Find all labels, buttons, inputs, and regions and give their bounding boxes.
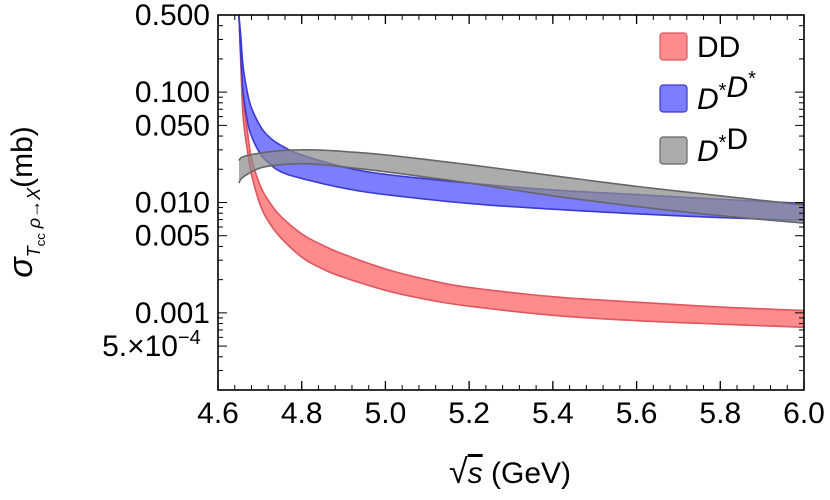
- y-tick-label: 5.×10: [102, 330, 178, 363]
- band-dd-lower-line: [238, 15, 804, 329]
- x-tick-label: 5.4: [532, 397, 574, 430]
- x-axis-label: √s (GeV): [449, 453, 571, 491]
- axis-labels: √s (GeV) σTcc ρ→X(mb): [2, 126, 571, 491]
- x-tick-label: 5.0: [365, 397, 407, 430]
- y-tick-exponent: −4: [178, 327, 201, 349]
- bands-layer: [238, 15, 804, 329]
- x-tick-label: 5.2: [448, 397, 490, 430]
- y-tick-label: 0.500: [135, 0, 210, 32]
- y-tick-label: 0.050: [135, 109, 210, 142]
- y-tick-label: 0.005: [135, 220, 210, 253]
- y-tick-label: 0.100: [135, 76, 210, 109]
- band-dstardstar-lower-line: [238, 15, 804, 222]
- legend-swatch-dstard: [659, 136, 688, 165]
- x-tick-label: 5.8: [699, 397, 741, 430]
- y-axis-label: σTcc ρ→X(mb): [2, 126, 48, 278]
- band-dstard-upper-line: [238, 149, 804, 206]
- legend: DD D*D* D*D: [659, 31, 756, 168]
- x-tick-label: 6.0: [783, 397, 825, 430]
- legend-swatch-dstardstar: [659, 84, 688, 113]
- y-tick-label: 0.001: [135, 297, 210, 330]
- band-dd-upper-line: [238, 15, 804, 312]
- band-dstard: [238, 149, 804, 224]
- band-dstard-lower-line: [238, 162, 804, 224]
- legend-label-dstardstar: D*D*: [697, 68, 756, 116]
- legend-label-dd: DD: [697, 31, 740, 64]
- y-tick-label: 0.010: [135, 187, 210, 220]
- x-tick-label: 5.6: [616, 397, 658, 430]
- x-tick-label: 4.6: [197, 397, 239, 430]
- legend-label-dstard: D*D: [697, 123, 748, 168]
- x-tick-label: 4.8: [281, 397, 323, 430]
- legend-swatch-dd: [659, 32, 688, 61]
